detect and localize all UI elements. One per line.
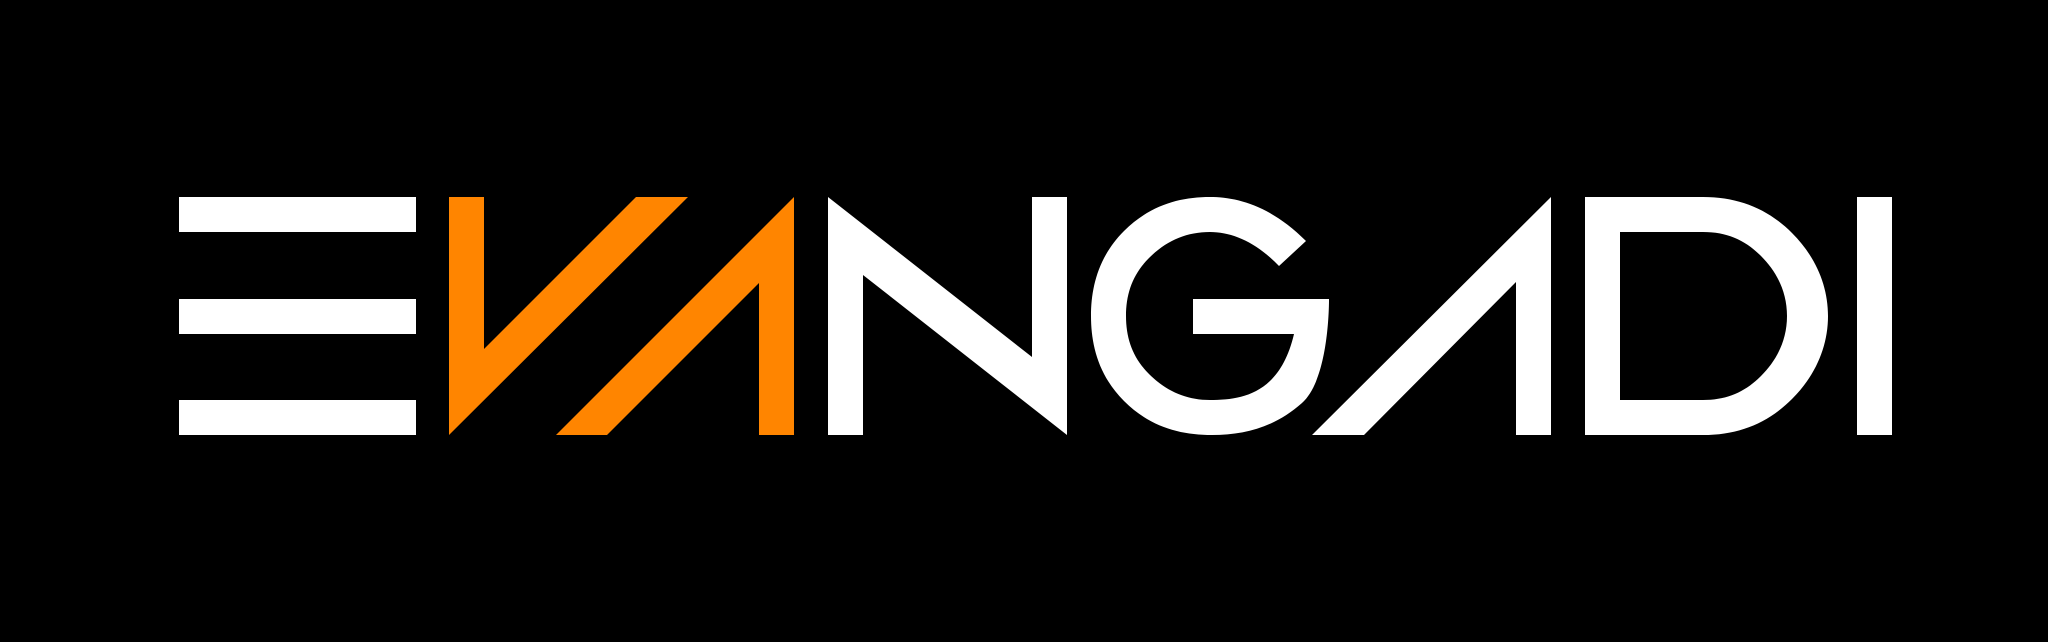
letter-n (828, 197, 1067, 435)
letter-a-accent (556, 197, 794, 435)
letter-i (1857, 197, 1892, 435)
letter-d (1585, 197, 1828, 435)
letter-v (449, 197, 688, 435)
letter-g (1091, 197, 1330, 435)
letter-e (179, 197, 416, 435)
letter-a-white (1312, 197, 1551, 435)
